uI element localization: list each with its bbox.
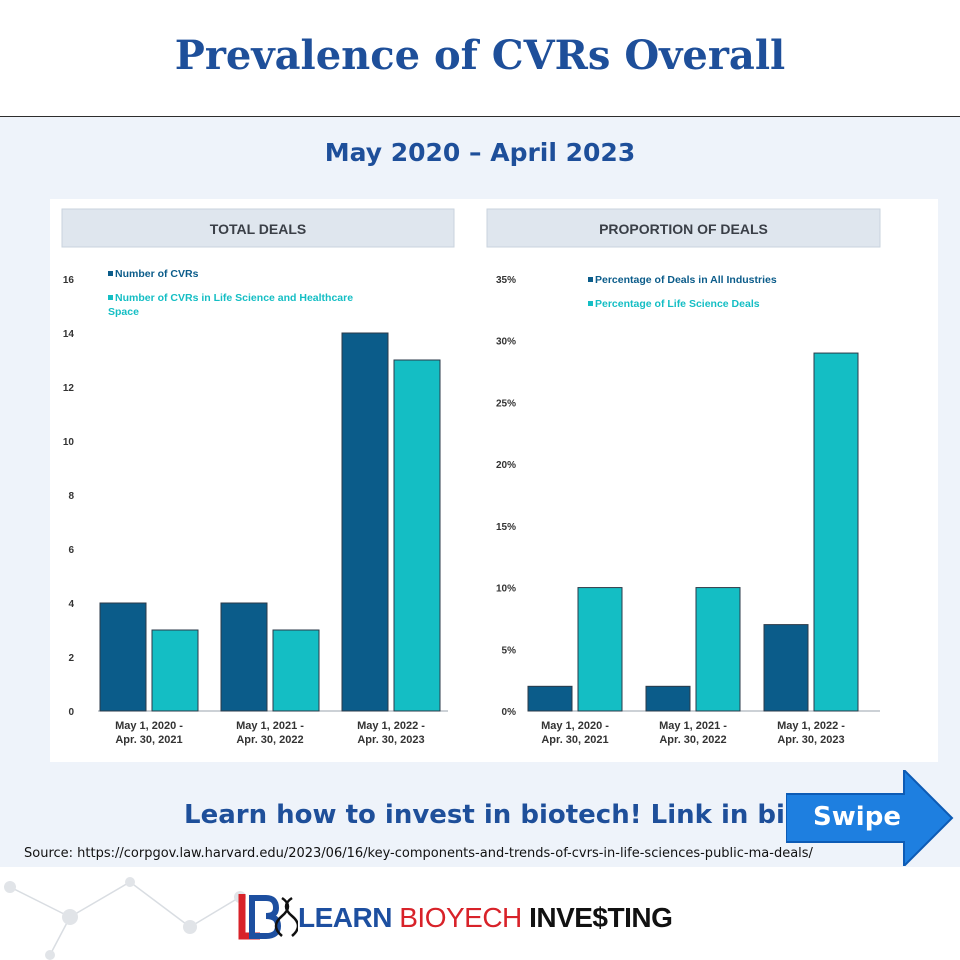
total-deals-y-tick-label: 14 — [63, 329, 75, 340]
proportion-deals-x-tick-label: Apr. 30, 2022 — [659, 734, 726, 746]
arrow-right-icon — [786, 770, 954, 866]
total-deals-y-tick-label: 8 — [68, 491, 74, 502]
total-deals-header-bar — [61, 208, 455, 248]
proportion-deals-header-bar — [486, 208, 881, 248]
swipe-button[interactable]: Swipe — [786, 770, 954, 866]
source-citation: Source: https://corpgov.law.harvard.edu/… — [24, 846, 813, 861]
total-deals-y-tick-label: 2 — [68, 653, 74, 664]
total-deals-bar-teal — [151, 629, 199, 712]
total-deals-bar-dark — [220, 602, 268, 712]
total-deals-y-tick-label: 6 — [68, 545, 74, 556]
total-deals-x-tick-label: May 1, 2022 - — [357, 720, 425, 732]
total-deals-y-tick-label: 10 — [63, 437, 75, 448]
proportion-deals-bar-dark — [763, 624, 809, 712]
footer — [0, 867, 960, 960]
total-deals-x-tick-label: Apr. 30, 2022 — [236, 734, 303, 746]
header — [0, 0, 960, 116]
proportion-deals-x-tick-label: May 1, 2021 - — [659, 720, 727, 732]
logo-word-bio: BIO — [399, 902, 446, 933]
proportion-deals-bar-teal — [813, 352, 859, 712]
swipe-label: Swipe — [813, 802, 901, 832]
proportion-deals-x-tick-label: Apr. 30, 2021 — [541, 734, 608, 746]
proportion-deals-x-tick-label: May 1, 2022 - — [777, 720, 845, 732]
proportion-deals-x-tick-label: May 1, 2020 - — [541, 720, 609, 732]
proportion-deals-y-tick-label: 0% — [502, 707, 517, 718]
total-deals-legend-label-line: Number of CVRs in Life Science and Healt… — [115, 292, 353, 304]
proportion-deals-x-tick-label: Apr. 30, 2023 — [777, 734, 844, 746]
brand-wordmark: LEARN BIOYECH INVE$TING — [298, 902, 673, 934]
total-deals-bar-dark — [341, 332, 389, 712]
proportion-deals-bar-teal — [695, 587, 741, 712]
charts-svg: TOTAL DEALS 0 2 4 6 8 10 12 14 16 May 1, 2020 - Apr… — [61, 208, 881, 746]
network-decoration-bottom-left — [4, 877, 246, 960]
proportion-deals-legend-swatch — [588, 277, 593, 282]
total-deals-bar-teal — [393, 359, 441, 712]
total-deals-legend-swatch — [108, 271, 113, 276]
proportion-deals-bar-dark — [527, 685, 573, 712]
proportion-deals-y-tick-label: 10% — [496, 584, 516, 595]
proportion-deals-chart-title: PROPORTION OF DEALS — [599, 221, 768, 237]
page-title: Prevalence of CVRs Overall — [174, 32, 786, 79]
proportion-deals-y-tick-label: 35% — [496, 275, 516, 286]
total-deals-x-tick-label: Apr. 30, 2021 — [115, 734, 182, 746]
total-deals-x-tick-label: May 1, 2020 - — [115, 720, 183, 732]
proportion-deals-y-tick-label: 5% — [502, 645, 517, 656]
proportion-deals-y-tick-label: 30% — [496, 337, 516, 348]
total-deals-legend-label-line: Space — [108, 306, 139, 318]
total-deals-legend-label: Number of CVRs — [115, 268, 199, 280]
total-deals-y-tick-label: 0 — [68, 707, 74, 718]
proportion-deals-legend-label: Percentage of Life Science Deals — [595, 298, 760, 310]
proportion-deals-bar-dark — [645, 685, 691, 712]
total-deals-x-tick-label: May 1, 2021 - — [236, 720, 304, 732]
proportion-deals-y-tick-label: 15% — [496, 522, 516, 533]
charts-container: TOTAL DEALS 0 2 4 6 8 10 12 14 16 May 1, 2020 - Apr… — [50, 199, 938, 762]
brand-logo: LEARN BIOYECH INVE$TING — [238, 892, 738, 940]
date-range-subtitle: May 2020 – April 2023 — [324, 138, 636, 167]
logo-antibody-icon: Y — [445, 902, 465, 933]
proportion-deals-legend-swatch — [588, 301, 593, 306]
total-deals-x-tick-label: Apr. 30, 2023 — [357, 734, 424, 746]
total-deals-legend-label: Number of CVRs in Life Science and Healt… — [108, 292, 353, 318]
logo-word-ech: ECH — [464, 902, 522, 933]
logo-word-learn: LEARN — [298, 902, 392, 933]
cta-text[interactable]: Learn how to invest in biotech! Link in … — [184, 800, 803, 830]
total-deals-y-tick-label: 4 — [68, 599, 74, 610]
proportion-deals-y-tick-label: 25% — [496, 398, 516, 409]
total-deals-chart-title: TOTAL DEALS — [210, 221, 306, 237]
total-deals-bar-teal — [272, 629, 320, 712]
total-deals-legend-swatch — [108, 295, 113, 300]
total-deals-bar-dark — [99, 602, 147, 712]
logo-word-investing: INVE$TING — [529, 902, 673, 933]
proportion-deals-y-tick-label: 20% — [496, 460, 516, 471]
proportion-deals-bar-teal — [577, 587, 623, 712]
dna-logo-icon — [238, 894, 298, 940]
proportion-deals-legend-label: Percentage of Deals in All Industries — [595, 274, 777, 286]
total-deals-y-tick-label: 12 — [63, 383, 75, 394]
total-deals-y-tick-label: 16 — [63, 275, 75, 286]
